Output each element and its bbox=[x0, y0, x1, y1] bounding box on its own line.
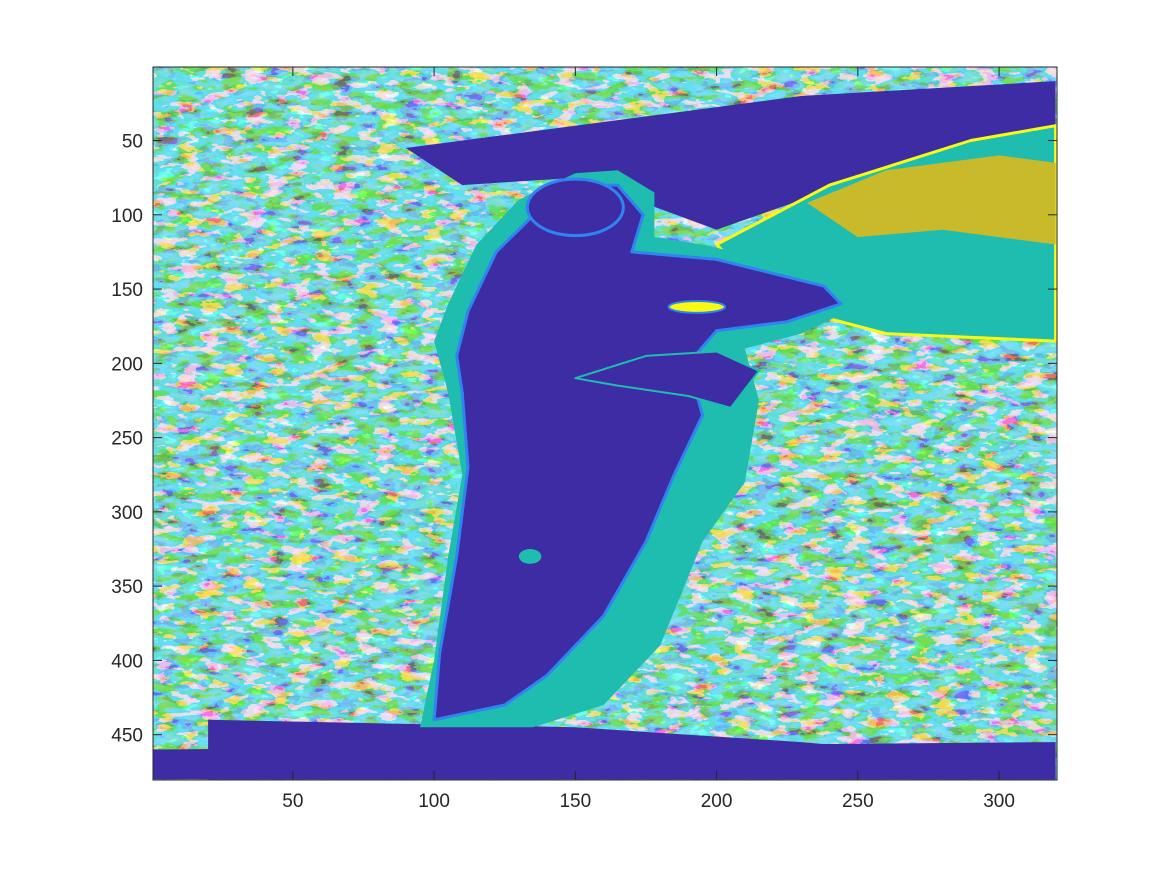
figure-arm bbox=[574, 350, 760, 409]
y-tick-label: 250 bbox=[111, 429, 143, 450]
y-tick-label: 100 bbox=[111, 206, 143, 227]
x-tick-label: 250 bbox=[842, 791, 874, 812]
figure-overlay bbox=[153, 81, 1057, 780]
dark-region-upper bbox=[405, 81, 1056, 230]
dark-band-lower bbox=[208, 719, 1056, 780]
y-tick-label: 50 bbox=[122, 132, 143, 153]
figure-spot bbox=[518, 549, 542, 564]
x-tick-label: 100 bbox=[418, 791, 450, 812]
x-tick-label: 150 bbox=[559, 791, 591, 812]
y-tick-label: 400 bbox=[111, 651, 143, 672]
y-tick-label: 300 bbox=[111, 503, 143, 524]
plot-axes-box bbox=[152, 66, 1058, 781]
y-axis: 50 100 150 200 250 300 350 400 450 bbox=[111, 132, 1057, 747]
y-tick-label: 150 bbox=[111, 280, 143, 301]
figure-head bbox=[525, 177, 625, 238]
x-tick-label: 50 bbox=[282, 791, 303, 812]
y-tick-label: 450 bbox=[111, 726, 143, 747]
heatmap-image bbox=[153, 67, 1057, 780]
x-tick-label: 200 bbox=[701, 791, 733, 812]
x-axis: 50 100 150 200 250 300 bbox=[282, 67, 1015, 812]
figure-hand-highlight bbox=[667, 299, 727, 314]
right-fan-inner bbox=[807, 155, 1056, 245]
y-tick-label: 350 bbox=[111, 577, 143, 598]
x-tick-label: 300 bbox=[983, 791, 1015, 812]
y-tick-label: 200 bbox=[111, 354, 143, 375]
